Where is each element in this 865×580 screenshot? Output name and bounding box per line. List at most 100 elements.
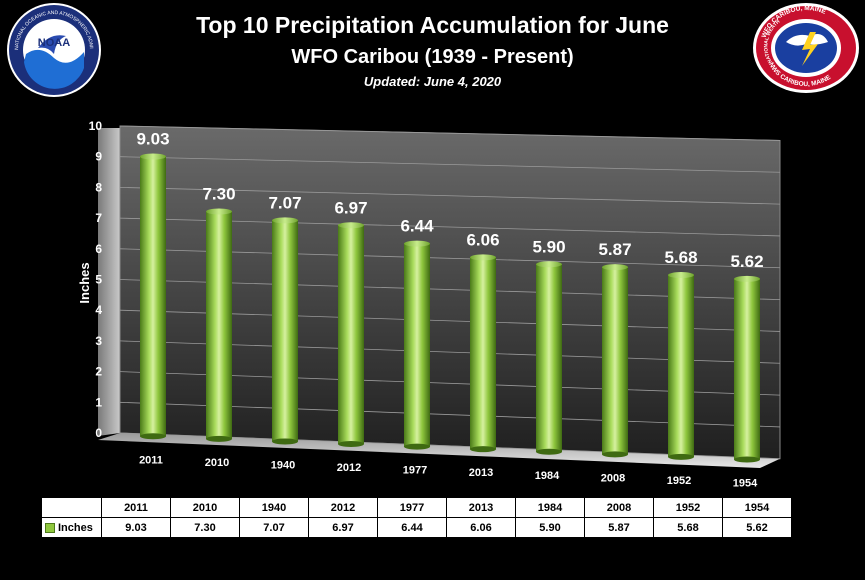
y-tick-label: 4 [95, 303, 102, 317]
data-table-value: 7.30 [170, 517, 240, 538]
bar-base [470, 446, 496, 453]
bar-body [602, 267, 628, 455]
bar-body [206, 211, 232, 439]
data-table-value: 6.06 [446, 517, 516, 538]
data-table-year: 1977 [377, 497, 447, 518]
y-tick-label: 5 [95, 273, 102, 287]
bar-base [404, 443, 430, 450]
bar-cap [470, 254, 496, 261]
bar-cap [734, 275, 760, 282]
plot-area: 0 1 2 3 4 5 6 7 8 9 10 Inches 9.03 2011 7.30 2010 7.07 19… [77, 119, 781, 489]
bar-body [668, 275, 694, 457]
bar [470, 254, 496, 453]
data-table-value: 5.87 [584, 517, 654, 538]
bar-cap [536, 261, 562, 268]
gridline [119, 125, 781, 141]
x-tick-label: 1952 [667, 475, 691, 487]
bar [668, 272, 694, 460]
bar-body [536, 264, 562, 452]
bar [140, 153, 166, 440]
bar-cap [272, 217, 298, 224]
bar-base [272, 438, 298, 445]
bar-cap [404, 240, 430, 247]
data-table-year: 2008 [584, 497, 654, 518]
bar [338, 222, 364, 448]
data-table-year: 2012 [308, 497, 378, 518]
data-table: 2011 2010 1940 2012 1977 2013 1984 2008 1952 1954… [41, 497, 792, 538]
data-table-value: 9.03 [101, 517, 171, 538]
updated-label: Updated: June 4, 2020 [363, 74, 502, 89]
y-tick-label: 3 [95, 334, 102, 348]
data-table-year: 1940 [239, 497, 309, 518]
data-table-corner [41, 497, 102, 518]
bar-body [140, 156, 166, 437]
bar-body [734, 278, 760, 460]
bar-body [272, 220, 298, 442]
data-label: 5.87 [598, 240, 631, 259]
bar-cap [206, 208, 232, 215]
bar-body [404, 243, 430, 447]
data-label: 6.44 [400, 217, 434, 236]
data-label: 7.07 [268, 193, 301, 212]
y-tick-label: 0 [95, 426, 102, 440]
y-tick-label: 9 [95, 150, 102, 164]
bar [536, 261, 562, 455]
bar-base [140, 433, 166, 440]
bar-base [206, 435, 232, 442]
data-table-year: 1954 [722, 497, 792, 518]
x-tick-label: 1984 [535, 470, 560, 482]
data-table-header-row: 2011 2010 1940 2012 1977 2013 1984 2008 1952 1954 [41, 497, 792, 518]
x-tick-label: 1940 [271, 459, 295, 471]
x-tick-label: 2013 [469, 467, 493, 479]
data-table-value: 5.68 [653, 517, 723, 538]
bar [404, 240, 430, 450]
legend-series-name: Inches [58, 521, 93, 534]
nws-logo: WFO CARIBOU, MAINE NWS CARIBOU, MAINE NA… [752, 2, 860, 94]
data-table-year: 2013 [446, 497, 516, 518]
data-table-value: 5.90 [515, 517, 585, 538]
bar-base [668, 453, 694, 460]
y-tick-label: 10 [89, 119, 103, 133]
bar-body [470, 257, 496, 450]
bar [272, 217, 298, 445]
bar-body [338, 225, 364, 445]
data-label: 5.68 [664, 248, 697, 267]
bar [206, 208, 232, 442]
data-table-year: 1984 [515, 497, 585, 518]
x-tick-label: 2008 [601, 472, 625, 484]
bar [602, 264, 628, 458]
data-table-year: 1952 [653, 497, 723, 518]
bar-base [338, 441, 364, 448]
data-table-value: 6.97 [308, 517, 378, 538]
y-tick-label: 2 [95, 365, 102, 379]
bar-cap [602, 264, 628, 271]
legend-swatch [45, 522, 55, 533]
plot-side-wall [98, 128, 120, 436]
y-tick-label: 7 [95, 211, 102, 225]
bar-cap [140, 153, 166, 160]
x-tick-label: 2010 [205, 457, 229, 469]
data-label: 5.90 [532, 237, 565, 256]
data-table-series-label: Inches [41, 517, 102, 538]
noaa-wordmark: NOAA [38, 37, 70, 49]
x-tick-label: 2011 [139, 454, 163, 466]
data-table-value-row: Inches 9.03 7.30 7.07 6.97 6.44 6.06 5.90 5.87 5… [41, 517, 792, 538]
data-label: 7.30 [202, 185, 235, 204]
data-label: 6.97 [334, 198, 367, 217]
data-label: 5.62 [730, 252, 763, 271]
bar-cap [668, 272, 694, 279]
x-tick-label: 2012 [337, 462, 361, 474]
bar-cap [338, 222, 364, 229]
plot-floor [98, 433, 780, 468]
noaa-logo: NOAA NATIONAL OCEANIC AND ATMOSPHERIC AD… [6, 2, 102, 98]
data-table-year: 2010 [170, 497, 240, 518]
y-tick-label: 8 [95, 180, 102, 194]
data-table-year: 2011 [101, 497, 171, 518]
data-table-value: 7.07 [239, 517, 309, 538]
data-table-value: 6.44 [377, 517, 447, 538]
bar-base [536, 448, 562, 455]
bar [734, 275, 760, 463]
data-label: 9.03 [136, 130, 169, 149]
x-tick-label: 1954 [733, 477, 758, 489]
